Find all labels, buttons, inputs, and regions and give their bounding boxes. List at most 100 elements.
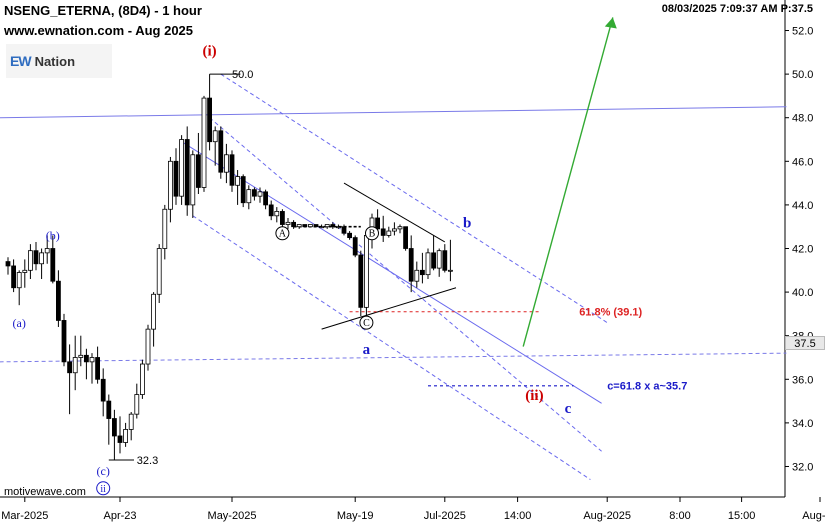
candle [139,359,145,399]
candle [173,148,179,205]
candle [380,215,386,242]
candle-body [56,280,61,321]
candle-body [89,357,95,363]
logo-mark: EW [10,53,32,69]
candle-body [419,269,425,276]
candle-body [201,97,207,188]
y-tick-label: 50.0 [792,69,813,81]
candle [291,220,297,229]
candle-body [33,250,39,265]
candle [324,224,330,229]
candle [78,335,84,367]
candle-body [195,154,201,188]
chart-title: NSENG_ETERNA, (8D4) - 1 hour [4,3,202,18]
candle [184,126,190,216]
candle [313,224,319,228]
wave-label: a [363,342,371,358]
candle [386,226,392,238]
wave-label: c [565,401,572,417]
candle-body [229,154,235,186]
candle [347,231,353,240]
candle [84,348,89,380]
candle-body [285,221,291,225]
candle [341,224,347,236]
candle-body [313,224,319,228]
candle-body [27,250,33,271]
candle [436,248,442,277]
current-price-tag: 37.5 [785,336,825,350]
timestamp-price: 08/03/2025 7:09:37 AM P:37.5 [661,3,813,15]
candle [50,235,56,284]
candle [403,226,409,251]
candle-body [50,248,56,282]
candle-body [5,261,11,267]
candle-body [291,221,297,228]
wave-label-circle [96,481,111,496]
candle-body [179,139,185,197]
candle-body [274,211,280,217]
y-tick-label: 34.0 [792,418,813,430]
candle [251,187,257,201]
y-tick-label: 36.0 [792,374,813,386]
candle [167,156,173,223]
projection-arrow-line [522,17,614,347]
candle-body [408,248,414,282]
candle-body [414,269,420,282]
wave-label: 32.3 [137,455,158,467]
candle-body [139,363,145,395]
candle [285,217,291,229]
candle-body [397,226,403,230]
candle [302,224,308,228]
candle-body [218,130,224,173]
candle-body [296,224,302,228]
channel-mid-line [181,141,602,404]
projection-arrow-head [604,17,617,29]
candle-body [39,252,44,265]
candle-body [442,250,448,271]
candle [218,126,224,179]
y-tick-label: 52.0 [792,26,813,38]
candle-body [128,413,134,430]
candle-body [78,354,84,358]
candle-body [212,130,218,143]
candle [100,368,106,417]
candle [240,174,246,208]
candle [307,224,313,228]
candle-body [335,226,341,229]
candle-body [279,211,285,225]
candle-body [363,235,369,308]
candle [22,259,28,288]
candle [5,257,11,275]
candle-body [95,357,100,380]
candle-body [403,226,409,249]
x-tick-label: 8:00 [669,510,690,522]
candle-body [190,154,196,206]
candle-body [425,252,431,276]
candle-body [22,269,28,273]
candle [11,259,17,293]
candle-body [436,250,442,269]
candle-body [240,176,246,204]
candle-body [156,248,162,295]
logo-word: Nation [34,53,76,69]
candle [212,126,218,166]
candle [335,224,341,229]
candle [257,187,263,203]
candle [207,74,213,151]
candle [112,409,117,460]
candle-body [341,226,347,234]
x-tick-label: Aug-2025 [583,510,631,522]
candle [179,135,185,205]
candle [274,207,280,223]
candle-body [380,228,386,236]
candle [117,416,123,454]
candle [123,422,128,447]
candle-body [117,435,123,443]
x-tick-label: Aug-04 [802,510,825,522]
candle-body [257,191,263,197]
wave-label: (a) [13,316,26,330]
candle [56,270,61,327]
candle [95,346,100,384]
candle-body [123,429,128,443]
